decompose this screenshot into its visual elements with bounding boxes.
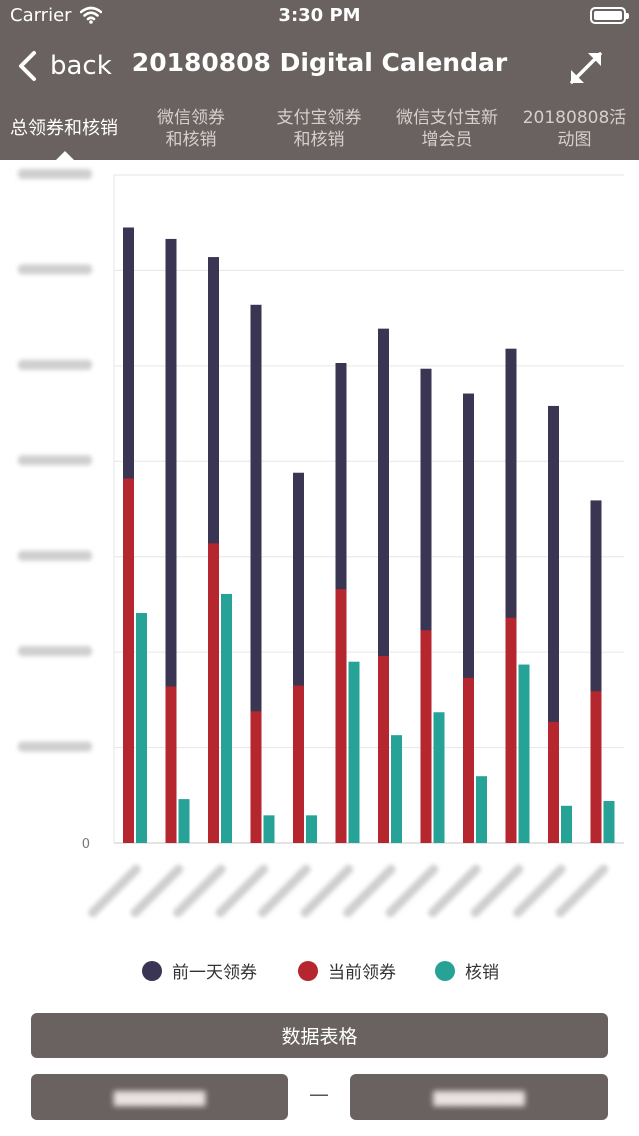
bar-redeemed <box>476 776 487 843</box>
bar-previous-day <box>378 328 389 843</box>
end-date-value: ▆▆▆▆▆▆▆ <box>433 1087 525 1107</box>
x-tick-label-blurred <box>215 864 269 918</box>
bar-current <box>165 686 177 843</box>
legend-dot <box>435 960 455 981</box>
expand-icon <box>570 52 602 84</box>
x-tick-label-blurred <box>300 864 354 918</box>
legend-label: 前一天领券 <box>172 963 257 983</box>
bar-redeemed <box>433 712 445 843</box>
status-bar: Carrier 3:30 PM <box>0 0 639 34</box>
y-tick-label-blurred <box>18 741 92 752</box>
back-label: back <box>50 51 112 81</box>
x-tick-label-blurred <box>470 864 524 918</box>
fullscreen-button[interactable] <box>564 46 608 90</box>
tab-label: 总领券和核销 <box>10 118 118 139</box>
bar-previous-day <box>420 368 432 843</box>
x-tick-label-blurred <box>343 864 396 918</box>
tab-label: 支付宝领券 和核销 <box>276 108 362 150</box>
date-separator: — <box>309 1082 329 1106</box>
bar-previous-day <box>165 238 177 843</box>
tab-label: 20180808活 动图 <box>522 108 627 150</box>
bar-previous-day <box>505 348 517 843</box>
tab-label: 微信支付宝新 增会员 <box>396 108 498 150</box>
bar-previous-day <box>548 405 559 843</box>
bar-current <box>293 685 304 843</box>
tab-event-chart[interactable]: 20180808活 动图 <box>510 98 639 160</box>
bar-redeemed <box>561 805 572 843</box>
tab-indicator <box>56 151 74 160</box>
data-table-label: 数据表格 <box>281 1026 358 1048</box>
y-tick-label-blurred <box>18 455 92 466</box>
bar-current <box>463 677 474 843</box>
legend-label: 当前领券 <box>328 963 396 983</box>
x-tick-label-blurred <box>513 864 566 918</box>
tab-total-coupons[interactable]: 总领券和核销 <box>0 98 128 160</box>
legend-item-previous-day: 前一天领券 <box>142 958 257 983</box>
carrier-label: Carrier <box>10 5 72 26</box>
bar-current <box>335 589 347 843</box>
bar-redeemed <box>178 799 190 843</box>
bar-redeemed <box>263 815 275 843</box>
bar-previous-day <box>293 472 304 843</box>
bar-current <box>548 721 559 843</box>
bar-previous-day <box>590 500 602 843</box>
x-tick-label-blurred <box>385 864 439 918</box>
chart-legend: 前一天领券 当前领券 核销 <box>0 950 639 990</box>
bar-redeemed <box>603 801 615 843</box>
legend-label: 核销 <box>465 963 499 983</box>
y-tick-label: 0 <box>82 837 90 852</box>
y-tick-label-blurred <box>18 646 92 657</box>
y-tick-label-blurred <box>18 169 92 179</box>
bar-redeemed <box>306 815 317 843</box>
nav-bar: back 20180808 Digital Calendar <box>0 34 639 98</box>
top-bar: Carrier 3:30 PM back 20180808 Digital Ca… <box>0 0 639 160</box>
tab-alipay-coupons[interactable]: 支付宝领券 和核销 <box>254 98 384 160</box>
x-tick-label-blurred <box>555 864 609 918</box>
bar-chart: 0 <box>18 169 624 918</box>
x-tick-label-blurred <box>130 864 184 918</box>
legend-item-current: 当前领券 <box>298 958 396 983</box>
bar-previous-day <box>463 393 474 843</box>
x-tick-label-blurred <box>258 864 311 918</box>
bar-previous-day <box>250 304 262 843</box>
bar-redeemed <box>348 661 360 843</box>
bar-current <box>505 617 517 843</box>
chevron-left-icon <box>19 51 36 81</box>
bar-current <box>420 630 432 843</box>
bar-redeemed <box>136 613 147 843</box>
data-table-button[interactable]: 数据表格 <box>31 1013 608 1058</box>
tab-wechat-coupons[interactable]: 微信领券 和核销 <box>128 98 254 160</box>
x-tick-label-blurred <box>173 864 226 918</box>
tab-new-members[interactable]: 微信支付宝新 增会员 <box>384 98 510 160</box>
tab-bar: 总领券和核销 微信领券 和核销 支付宝领券 和核销 微信支付宝新 增会员 201… <box>0 98 639 160</box>
x-tick-label-blurred <box>428 864 481 918</box>
y-tick-label-blurred <box>18 264 92 275</box>
legend-item-redeemed: 核销 <box>435 958 499 983</box>
tab-label: 微信领券 和核销 <box>157 108 225 150</box>
legend-dot <box>298 960 318 981</box>
x-tick-label-blurred <box>88 864 141 918</box>
start-date-button[interactable]: ▆▆▆▆▆▆▆ <box>31 1074 288 1120</box>
wifi-icon <box>80 6 102 24</box>
bar-current <box>123 478 134 843</box>
y-tick-label-blurred <box>18 550 92 561</box>
battery-icon <box>590 7 629 24</box>
status-time: 3:30 PM <box>278 5 361 26</box>
back-button[interactable]: back <box>12 44 112 88</box>
bar-current <box>250 711 262 843</box>
bar-current <box>378 655 389 843</box>
bar-redeemed <box>391 735 402 843</box>
bar-current <box>208 543 219 843</box>
start-date-value: ▆▆▆▆▆▆▆ <box>113 1087 206 1107</box>
bar-current <box>590 691 602 843</box>
end-date-button[interactable]: ▆▆▆▆▆▆▆ <box>350 1074 608 1120</box>
y-tick-label-blurred <box>18 359 92 370</box>
legend-dot <box>142 960 162 981</box>
bar-redeemed <box>518 664 530 843</box>
bar-redeemed <box>221 593 232 843</box>
